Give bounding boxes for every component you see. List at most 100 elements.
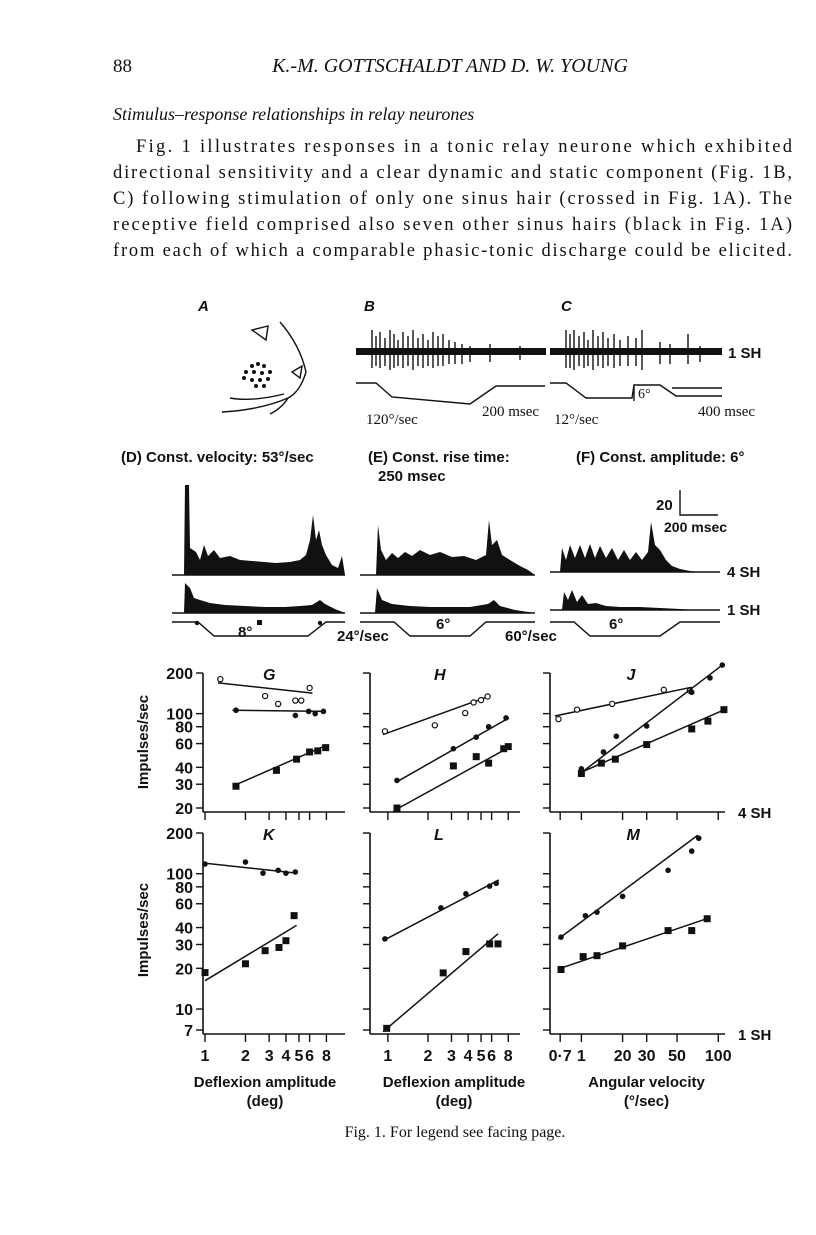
spikes (565, 330, 701, 370)
stimulus-trace (356, 382, 545, 405)
x-axis-title: Deflexion amplitude (383, 1074, 526, 1091)
data-point (557, 965, 565, 973)
data-point (704, 717, 712, 725)
panel-label: G (263, 667, 275, 684)
data-point (664, 927, 672, 935)
data-point (504, 743, 512, 751)
y-axis-title: Impulses/sec (135, 695, 152, 789)
data-point (486, 883, 493, 889)
x-tick-label: 5 (295, 1048, 304, 1065)
panel-label: K (263, 827, 276, 844)
data-point (202, 861, 208, 867)
time-label: 200 msec (482, 404, 539, 420)
x-axis-unit: (deg) (247, 1093, 284, 1110)
data-point (272, 766, 280, 774)
stimulus-trace (360, 621, 535, 637)
marker-dot (194, 620, 200, 626)
velocity-label: 60°/sec (505, 628, 557, 645)
data-point (703, 915, 711, 923)
histogram-title: (E) Const. rise time: (368, 449, 510, 466)
fit-line (203, 862, 297, 874)
data-point (695, 835, 702, 842)
data-point (217, 675, 224, 683)
data-point (461, 709, 469, 717)
data-point (720, 706, 728, 714)
x-tick-label: 100 (705, 1048, 732, 1065)
stimulus-trace (550, 621, 720, 637)
data-point (593, 952, 601, 960)
face-sketch (221, 321, 307, 415)
amplitude-label: 6° (638, 387, 651, 402)
amplitude-label: 6° (436, 616, 450, 633)
x-axis-unit: (°/sec) (624, 1093, 669, 1110)
y-tick-label: 30 (175, 777, 193, 794)
section-title: Stimulus–response relationships in relay… (113, 104, 474, 124)
x-tick-label: 2 (424, 1048, 433, 1065)
data-point (643, 723, 650, 729)
data-point (290, 912, 298, 920)
histogram-e-upper (360, 520, 535, 575)
marker-square (257, 620, 262, 625)
data-point (579, 953, 587, 961)
paragraph: Fig. 1 illustrates responses in a tonic … (113, 137, 793, 261)
paragraph-line: C) following stimulation of only one sin… (113, 189, 792, 209)
data-point (688, 725, 696, 733)
data-point (688, 689, 695, 696)
row-label: 4 SH (738, 805, 771, 822)
data-point (282, 937, 290, 945)
histogram-f-lower (550, 590, 700, 610)
data-point (609, 700, 616, 708)
running-head: K.-M. GOTTSCHALDT AND D. W. YOUNG (271, 55, 628, 77)
data-point (242, 859, 249, 865)
scale-label: 20 (656, 497, 673, 514)
spikes (371, 330, 521, 370)
data-point (719, 662, 726, 668)
data-point (688, 927, 696, 935)
panel-label: A (197, 298, 209, 315)
data-point (577, 770, 585, 778)
fit-line (579, 664, 723, 775)
data-point (305, 708, 312, 715)
histogram-title: (D) Const. velocity: 53°/sec (121, 449, 314, 466)
trace-label: 1 SH (728, 345, 761, 362)
y-tick-label: 20 (175, 961, 193, 978)
y-tick-label: 10 (175, 1002, 193, 1019)
y-tick-label: 200 (166, 826, 193, 843)
data-point (314, 747, 322, 755)
x-axis-title: Deflexion amplitude (194, 1074, 337, 1091)
data-point (306, 684, 313, 692)
data-point (292, 697, 299, 704)
stimulus-trace (550, 382, 722, 399)
y-axis-title: Impulses/sec (135, 883, 152, 977)
y-tick-label: 200 (166, 666, 193, 683)
x-tick-label: 1 (383, 1048, 392, 1065)
velocity-label: 12°/sec (554, 412, 599, 428)
x-tick-label: 0·7 (549, 1048, 572, 1065)
plot-panel: H (363, 667, 520, 820)
data-point (485, 759, 493, 767)
plot-panel: 0·7 1 20 30 50 100 M (543, 827, 732, 1065)
paragraph-line: receptive field comprised also seven oth… (113, 215, 792, 235)
x-tick-label: 1 (577, 1048, 586, 1065)
x-axis-unit: (deg) (436, 1093, 473, 1110)
fit-line (558, 834, 699, 940)
x-tick-label: 4 (464, 1048, 473, 1065)
plot-panel: J (543, 662, 728, 820)
data-point (665, 867, 671, 874)
plot-panel: 1 2 3 4 5 6 8 L (363, 827, 520, 1065)
data-point (438, 905, 444, 911)
spike-trace (356, 348, 546, 355)
scale-label: 200 msec (664, 519, 727, 535)
data-point (394, 777, 400, 784)
data-point (500, 745, 508, 753)
panel-label: M (627, 827, 641, 844)
figure-caption: Fig. 1. For legend see facing page. (345, 1124, 566, 1141)
x-tick-label: 1 (201, 1048, 210, 1065)
x-axis-title: Angular velocity (588, 1074, 705, 1091)
x-tick-label: 20 (614, 1048, 632, 1065)
data-point (594, 909, 600, 915)
x-tick-label: 50 (668, 1048, 686, 1065)
